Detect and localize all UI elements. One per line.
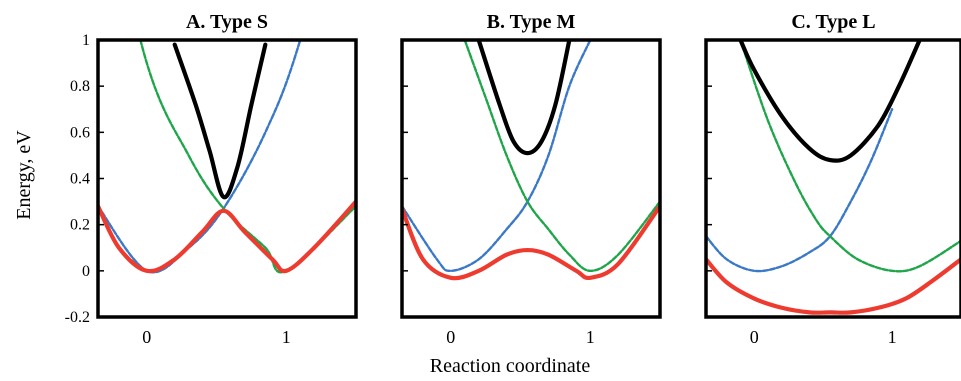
panel-title: C. Type L xyxy=(791,11,875,33)
y-axis-label: Energy, eV xyxy=(13,130,35,220)
panel-title: A. Type S xyxy=(186,11,268,33)
series-diabatic-reactant-curve xyxy=(402,40,592,273)
series-upper-curve xyxy=(738,40,922,163)
series-lower-curve xyxy=(706,257,961,315)
series-upper-curve xyxy=(172,42,268,200)
series-diabatic-product-curve xyxy=(739,40,961,273)
y-tick-label: 0.2 xyxy=(70,217,90,234)
y-tick-label: 0.6 xyxy=(70,124,90,141)
x-tick-label: 0 xyxy=(142,327,151,347)
x-tick-label: 1 xyxy=(282,327,291,347)
series-diabatic-reactant-curve xyxy=(706,108,894,273)
plot-frame xyxy=(704,38,961,319)
series-diabatic-product-curve xyxy=(463,40,660,273)
plot-frame xyxy=(96,38,358,319)
plot-area xyxy=(402,40,660,281)
x-tick-label: 1 xyxy=(586,327,595,347)
plot-area xyxy=(706,40,961,315)
plot-area xyxy=(98,40,356,274)
panel-a: A. Type S 1 0.8 0.6 0.4 0.2 0 -0.2 0 1 xyxy=(65,11,358,347)
panel-title: B. Type M xyxy=(487,11,576,33)
panel-b: B. Type M 0 1 xyxy=(400,11,662,347)
series-upper-curve xyxy=(476,40,572,156)
y-tick-label: 0 xyxy=(82,263,90,280)
y-tick-label: -0.2 xyxy=(65,309,90,326)
x-tick-label: 0 xyxy=(750,327,759,347)
y-tick-label: 0.8 xyxy=(70,78,90,95)
series-lower-curve xyxy=(98,199,356,274)
panels: A. Type S 1 0.8 0.6 0.4 0.2 0 -0.2 0 1 B. Type M 0 1… xyxy=(65,11,961,347)
y-tick-label: 0.4 xyxy=(70,171,90,188)
x-tick-label: 1 xyxy=(888,327,897,347)
x-axis-label: Reaction coordinate xyxy=(430,355,591,377)
y-tick-label: 1 xyxy=(82,32,90,49)
series-lower-curve xyxy=(402,204,660,281)
panel-c: C. Type L 0 1 xyxy=(704,11,961,347)
x-tick-label: 0 xyxy=(446,327,455,347)
